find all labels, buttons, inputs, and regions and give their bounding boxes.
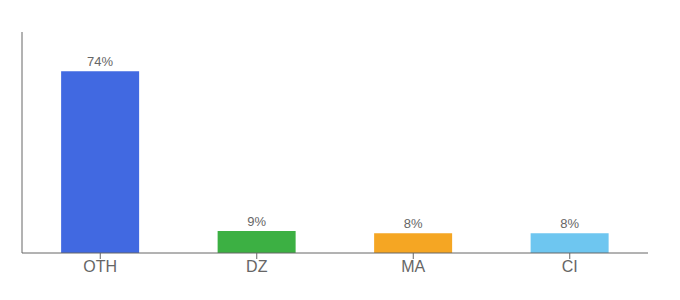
svg-text:8%: 8%	[560, 216, 579, 231]
svg-text:DZ: DZ	[246, 258, 268, 275]
svg-text:74%: 74%	[87, 54, 113, 69]
svg-text:MA: MA	[401, 258, 425, 275]
svg-text:8%: 8%	[404, 216, 423, 231]
svg-text:OTH: OTH	[83, 258, 117, 275]
svg-text:9%: 9%	[247, 214, 266, 229]
svg-text:CI: CI	[562, 258, 578, 275]
